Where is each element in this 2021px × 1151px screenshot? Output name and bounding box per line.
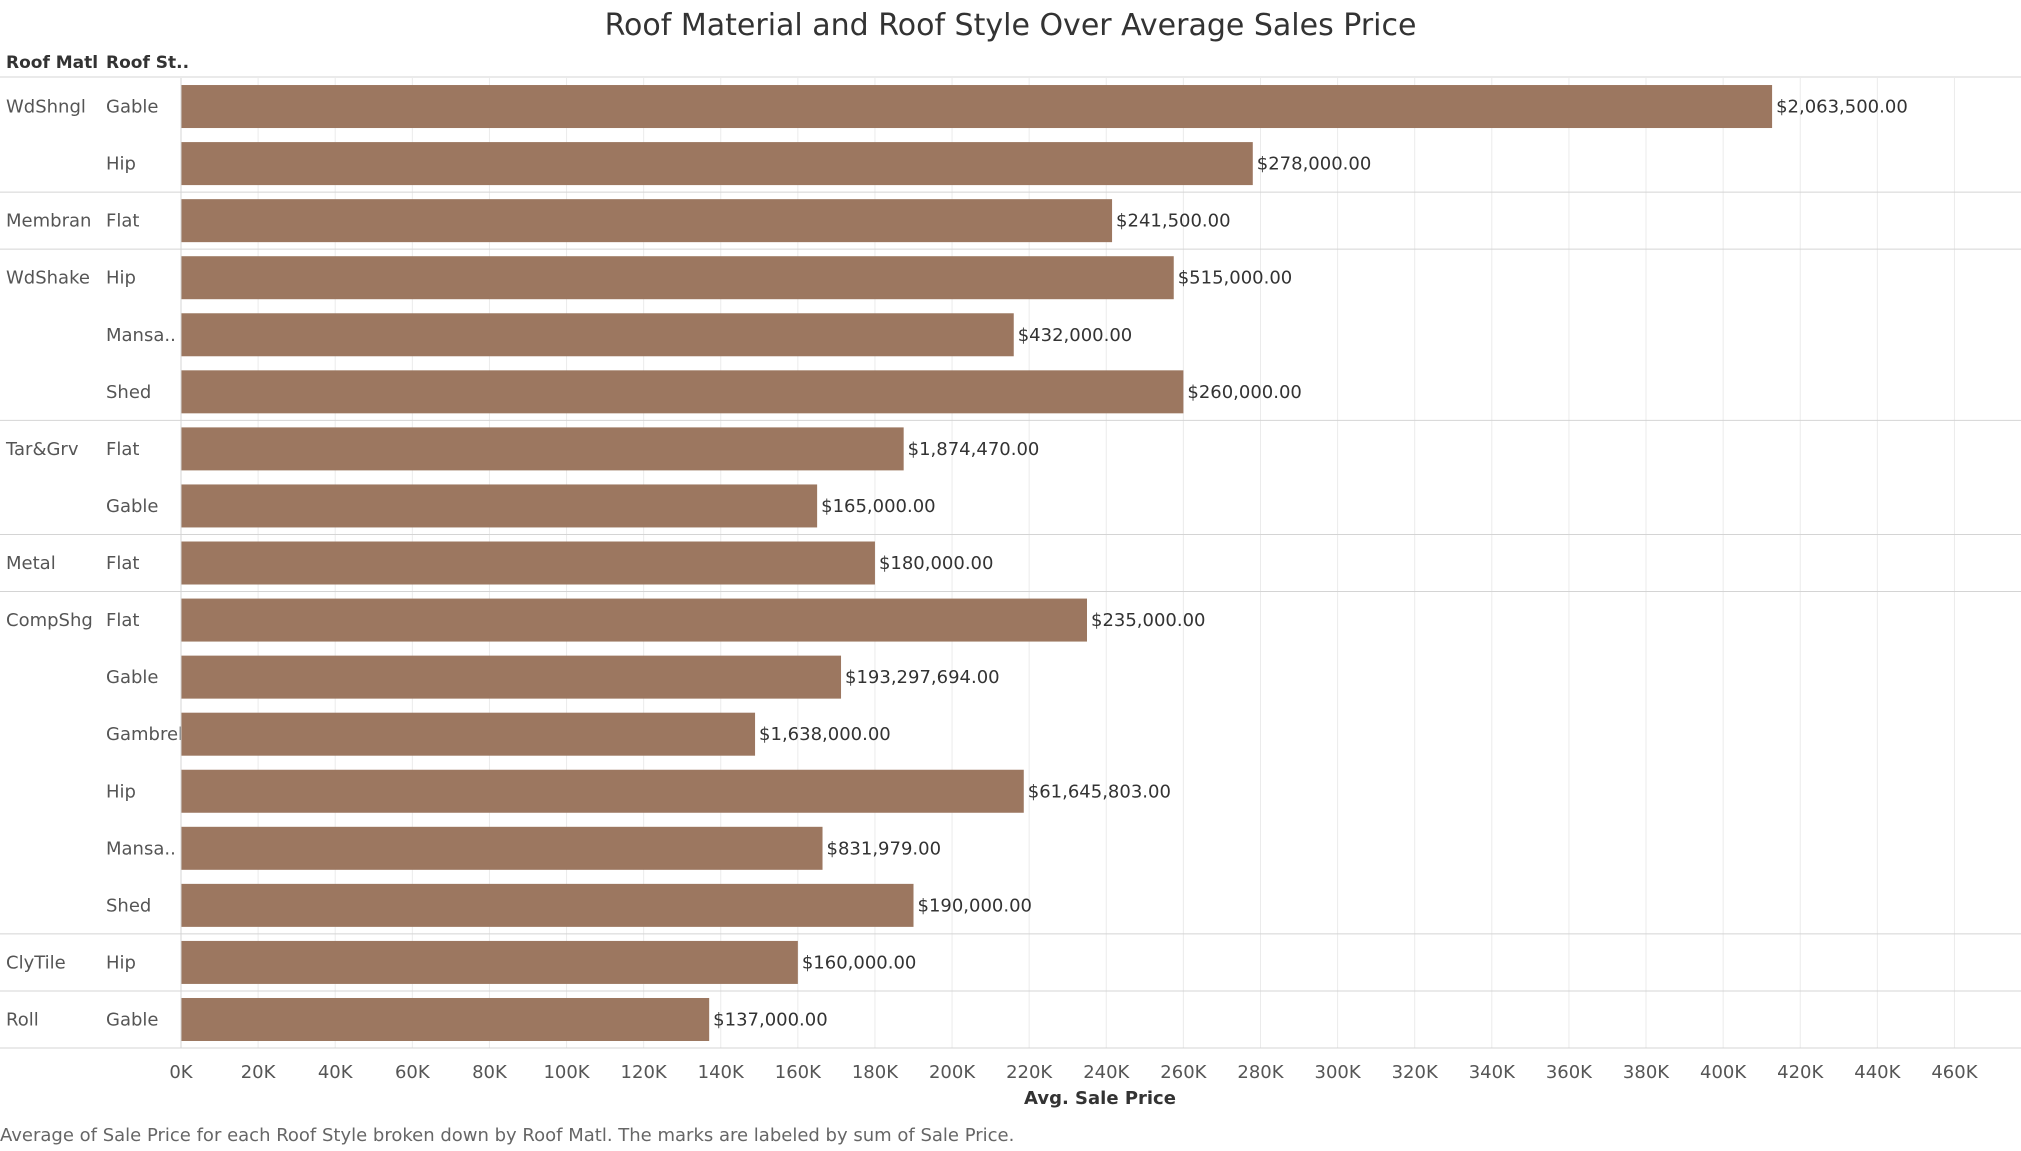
roof-style-label[interactable]: Mansa.. [106,325,176,346]
roof-matl-label[interactable]: ClyTile [6,952,66,973]
x-tick-label: 300K [1315,1062,1362,1083]
chart-caption: Average of Sale Price for each Roof Styl… [0,1125,1015,1146]
bar-value-label: $137,000.00 [713,1009,828,1030]
x-tick-label: 380K [1623,1062,1670,1083]
bar-value-label: $61,645,803.00 [1028,781,1171,802]
x-tick-label: 440K [1854,1062,1901,1083]
roof-style-label[interactable]: Gambrel [106,724,183,745]
bar[interactable] [181,883,914,927]
x-tick-label: 420K [1777,1062,1824,1083]
x-tick-label: 280K [1237,1062,1284,1083]
x-tick-label: 360K [1546,1062,1593,1083]
roof-matl-label[interactable]: WdShngl [6,97,86,118]
bar-value-label: $831,979.00 [827,838,942,859]
bar[interactable] [181,997,710,1041]
x-tick-label: 340K [1469,1062,1516,1083]
roof-matl-label[interactable]: CompShg [6,610,93,631]
x-tick-label: 180K [852,1062,899,1083]
roof-style-label[interactable]: Gable [106,97,158,118]
roof-style-label[interactable]: Gable [106,1009,158,1030]
roof-style-label[interactable]: Gable [106,496,158,517]
bar-value-label: $235,000.00 [1091,610,1206,631]
bar[interactable] [181,85,1773,129]
roof-style-label[interactable]: Hip [106,154,136,175]
bar[interactable] [181,598,1087,642]
bar-value-label: $190,000.00 [918,895,1033,916]
x-tick-label: 20K [241,1062,277,1083]
roof-style-label[interactable]: Hip [106,952,136,973]
x-tick-label: 100K [543,1062,590,1083]
roof-style-label[interactable]: Flat [106,553,139,574]
roof-style-label[interactable]: Mansa.. [106,838,176,859]
bar-value-label: $260,000.00 [1187,382,1302,403]
bar[interactable] [181,769,1024,813]
x-tick-label: 160K [775,1062,822,1083]
bar-value-label: $241,500.00 [1116,211,1231,232]
bar-value-label: $2,063,500.00 [1776,97,1908,118]
roof-style-label[interactable]: Shed [106,895,151,916]
x-tick-label: 60K [395,1062,431,1083]
roof-matl-label[interactable]: Metal [6,553,56,574]
roof-matl-label[interactable]: WdShake [6,268,90,289]
roof-style-label[interactable]: Flat [106,610,139,631]
x-tick-label: 200K [929,1062,976,1083]
bar-chart: 0K 20K 40K 60K 80K 100K 120K 140K 160K 180K 200K 22… [0,76,2021,1109]
bar-value-label: $515,000.00 [1178,268,1293,289]
roof-style-label[interactable]: Shed [106,382,151,403]
bar[interactable] [181,826,823,870]
x-tick-label: 260K [1160,1062,1207,1083]
roof-style-label[interactable]: Hip [106,268,136,289]
roof-style-header[interactable]: Roof St.. [106,53,190,73]
x-tick-label: 220K [1006,1062,1053,1083]
bar[interactable] [181,712,756,756]
x-tick-label: 240K [1083,1062,1130,1083]
bar-value-label: $165,000.00 [821,496,936,517]
x-tick-label: 400K [1700,1062,1747,1083]
bar[interactable] [181,940,798,984]
chart-title: Roof Material and Roof Style Over Averag… [604,8,1417,43]
bar-value-label: $278,000.00 [1257,154,1372,175]
roof-style-label[interactable]: Hip [106,781,136,802]
x-tick-label: 140K [698,1062,745,1083]
bar-value-label: $1,874,470.00 [908,439,1040,460]
roof-style-label[interactable]: Flat [106,439,139,460]
bar[interactable] [181,541,875,585]
bar[interactable] [181,256,1174,300]
roof-matl-label[interactable]: Tar&Grv [5,439,79,460]
bar[interactable] [181,313,1014,357]
x-tick-label: 120K [621,1062,668,1083]
x-tick-label: 80K [472,1062,508,1083]
roof-matl-label[interactable]: Membran [6,211,91,232]
bar-value-label: $432,000.00 [1018,325,1133,346]
bar-value-label: $1,638,000.00 [759,724,891,745]
bar[interactable] [181,655,842,699]
roof-style-label[interactable]: Gable [106,667,158,688]
bar-value-label: $180,000.00 [879,553,994,574]
x-tick-label: 320K [1392,1062,1439,1083]
bar[interactable] [181,199,1113,243]
bar-value-label: $160,000.00 [802,952,917,973]
roof-matl-label[interactable]: Roll [6,1009,39,1030]
bar-value-label: $193,297,694.00 [845,667,1000,688]
bar[interactable] [181,370,1184,414]
x-tick-label: 0K [169,1062,193,1083]
roof-matl-header[interactable]: Roof Matl [6,53,99,73]
x-tick-label: 40K [318,1062,354,1083]
x-axis-title: Avg. Sale Price [1024,1088,1176,1109]
roof-style-label[interactable]: Flat [106,211,139,232]
bar[interactable] [181,484,818,528]
x-tick-label: 460K [1931,1062,1978,1083]
bar[interactable] [181,427,904,471]
bar[interactable] [181,142,1253,186]
